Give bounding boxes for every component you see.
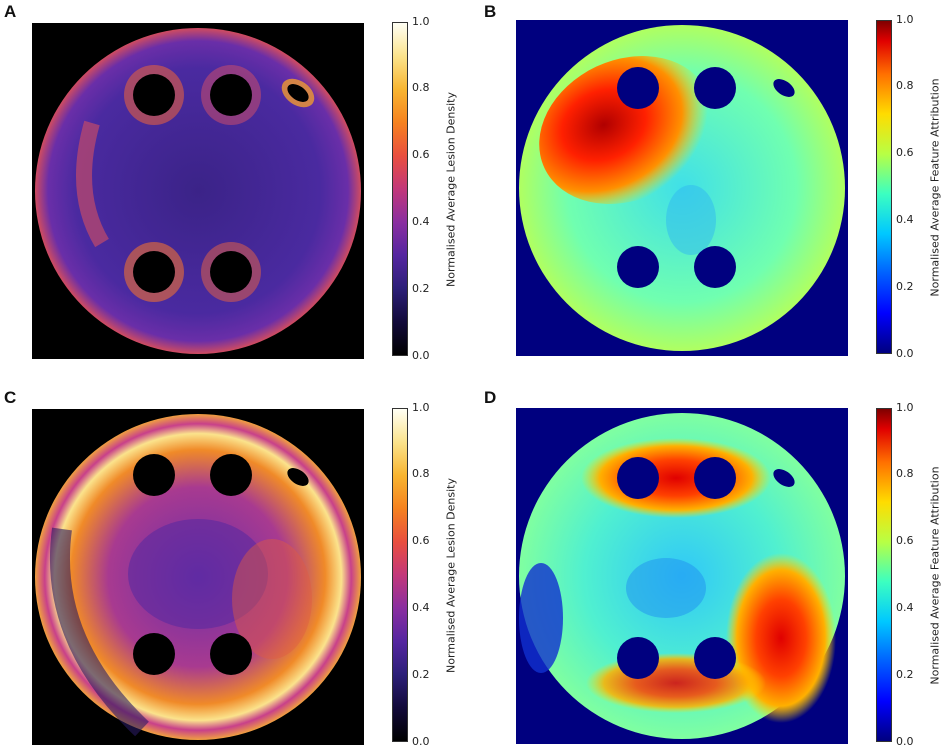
panel-letter-c: C [4, 388, 17, 407]
colorbar-c-tick: 0.2 [412, 668, 430, 681]
colorbar-b-label: Normalised Average Feature Attribution [928, 78, 941, 297]
colorbar-b-tick: 0.2 [896, 280, 914, 293]
panel-letter-d: D [484, 388, 497, 407]
colorbar-c-tick: 1.0 [412, 401, 430, 414]
colorbar-b [876, 20, 892, 354]
colorbar-b-tick: 0.8 [896, 79, 914, 92]
colorbar-a-tick: 0.8 [412, 81, 430, 94]
colorbar-a-tick: 0.0 [412, 349, 430, 362]
colorbar-d-tick: 0.6 [896, 534, 914, 547]
colorbar-c [392, 408, 408, 742]
lesion-density-map-a [32, 23, 364, 359]
feature-attribution-map-b [516, 20, 848, 356]
colorbar-d-tick: 0.2 [896, 668, 914, 681]
colorbar-b-tick: 0.0 [896, 347, 914, 360]
colorbar-c-tick: 0.6 [412, 534, 430, 547]
colorbar-c-tick: 0.4 [412, 601, 430, 614]
colorbar-a-tick: 0.6 [412, 148, 430, 161]
colorbar-d-tick: 1.0 [896, 401, 914, 414]
colorbar-d-tick: 0.4 [896, 601, 914, 614]
colorbar-a-tick: 0.4 [412, 215, 430, 228]
colorbar-a-tick: 1.0 [412, 15, 430, 28]
colorbar-d-label: Normalised Average Feature Attribution [928, 466, 941, 685]
feature-attribution-map-d [516, 408, 848, 744]
colorbar-a-label: Normalised Average Lesion Density [444, 92, 458, 288]
colorbar-c-tick: 0.8 [412, 467, 430, 480]
colorbar-b-tick: 0.6 [896, 146, 914, 159]
panel-letter-a: A [4, 2, 17, 21]
colorbar-b-tick: 0.4 [896, 213, 914, 226]
colorbar-d [876, 408, 892, 742]
colorbar-d-tick: 0.0 [896, 735, 914, 748]
colorbar-d-tick: 0.8 [896, 467, 914, 480]
colorbar-c-tick: 0.0 [412, 735, 430, 748]
colorbar-a-tick: 0.2 [412, 282, 430, 295]
panel-letter-b: B [484, 2, 497, 21]
colorbar-c-label: Normalised Average Lesion Density [444, 478, 458, 674]
colorbar-b-tick: 1.0 [896, 13, 914, 26]
colorbar-a [392, 22, 408, 356]
lesion-density-map-c [32, 409, 364, 745]
